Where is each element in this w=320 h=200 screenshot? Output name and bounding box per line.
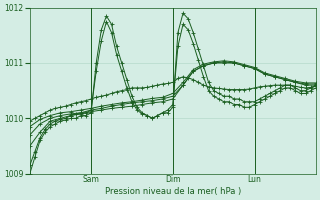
X-axis label: Pression niveau de la mer( hPa ): Pression niveau de la mer( hPa ) [105,187,241,196]
